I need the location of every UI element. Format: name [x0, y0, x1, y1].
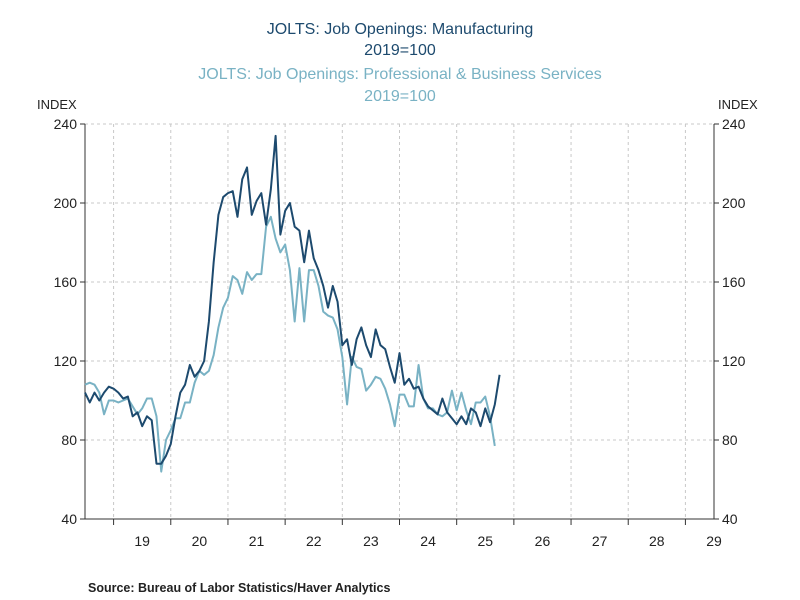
y-tick-label-left: 160: [54, 274, 78, 290]
y-tick-label-right: 200: [722, 195, 746, 211]
x-tick-label: 28: [649, 533, 665, 549]
y-tick-label-right: 40: [722, 511, 738, 527]
y-tick-label-left: 40: [61, 511, 77, 527]
x-tick-label: 22: [306, 533, 322, 549]
x-tick-label: 26: [535, 533, 551, 549]
x-tick-label: 25: [477, 533, 493, 549]
y-axis-label-left: INDEX: [37, 97, 77, 112]
series-line-professional-business-services: [84, 215, 496, 473]
y-tick-label-right: 120: [722, 353, 746, 369]
y-tick-label-left: 80: [61, 432, 77, 448]
x-tick-label: 20: [192, 533, 208, 549]
x-tick-label: 27: [592, 533, 608, 549]
y-tick-label-left: 200: [54, 195, 78, 211]
y-tick-label-left: 120: [54, 353, 78, 369]
y-tick-label-right: 80: [722, 432, 738, 448]
x-tick-label: 24: [420, 533, 436, 549]
y-tick-label-left: 240: [54, 116, 78, 132]
x-tick-label: 29: [706, 533, 722, 549]
chart-title-line-4: 2019=100: [364, 88, 436, 105]
y-tick-label-right: 160: [722, 274, 746, 290]
y-axis-label-right: INDEX: [718, 97, 758, 112]
x-tick-label: 21: [249, 533, 265, 549]
chart-title-line-3: JOLTS: Job Openings: Professional & Busi…: [198, 66, 602, 83]
y-tick-label-right: 240: [722, 116, 746, 132]
x-tick-label: 23: [363, 533, 379, 549]
source-note: Source: Bureau of Labor Statistics/Haver…: [88, 581, 391, 595]
chart-title-line-2: 2019=100: [364, 42, 436, 59]
x-tick-label: 19: [134, 533, 150, 549]
series-line-manufacturing: [84, 134, 501, 465]
chart-title-line-1: JOLTS: Job Openings: Manufacturing: [266, 21, 534, 38]
